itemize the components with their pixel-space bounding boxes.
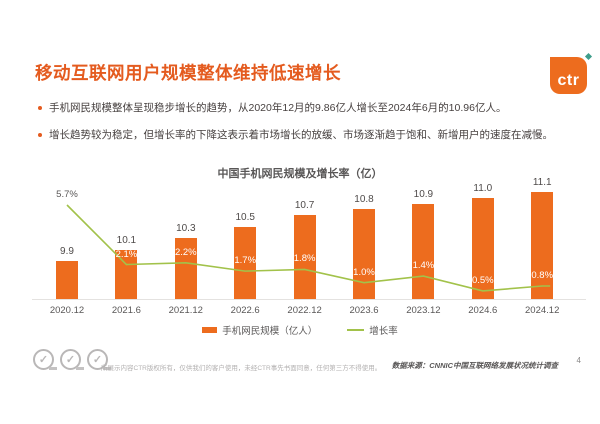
bar-value-label: 10.7 bbox=[294, 200, 315, 212]
bar bbox=[531, 192, 554, 299]
growth-value-label: 1.0% bbox=[353, 266, 375, 278]
bar-value-label: 10.9 bbox=[413, 188, 434, 200]
bar-value-label: 10.5 bbox=[235, 211, 255, 223]
line-series-swatch-icon bbox=[347, 329, 365, 331]
bullet-text: 增长趋势较为稳定，但增长率的下降这表示着市场增长的放缓、市场逐渐趋于饱和、新增用… bbox=[49, 128, 553, 141]
growth-value-label: 1.8% bbox=[293, 253, 316, 265]
legend-item-line-series: 增长率 bbox=[347, 323, 398, 337]
chart-plot-area: 9.9 2020.12 10.1 2021.6 10.3 2021.12 10.5 2022.… bbox=[30, 177, 586, 316]
certification-badge-icon: ✓ bbox=[87, 349, 111, 370]
bullet-item: 增长趋势较为稳定，但增长率的下降这表示着市场增长的放缓、市场逐渐趋于饱和、新增用… bbox=[38, 129, 578, 142]
bar-value-label: 11.0 bbox=[473, 182, 493, 194]
bar-value-label: 10.3 bbox=[176, 223, 196, 235]
x-axis-label: 2024.12 bbox=[525, 305, 560, 316]
growth-value-label: 0.8% bbox=[531, 269, 554, 281]
growth-value-label: 5.7% bbox=[56, 189, 78, 200]
page-number: 4 bbox=[576, 356, 581, 365]
bar-value-label: 10.1 bbox=[116, 234, 137, 246]
legend-item-bar-series: 手机网民规模（亿人） bbox=[202, 323, 317, 337]
bar bbox=[353, 209, 375, 299]
ctr-logo: ctr bbox=[550, 52, 593, 94]
growth-value-label: 0.5% bbox=[471, 274, 494, 286]
chart-legend: 手机网民规模（亿人） 增长率 bbox=[0, 323, 600, 337]
legend-label: 增长率 bbox=[369, 326, 398, 337]
page-title: 移动互联网用户规模整体维持低速增长 bbox=[35, 63, 341, 83]
x-axis-label: 2022.12 bbox=[287, 305, 322, 316]
legend-label: 手机网民规模（亿人） bbox=[222, 326, 318, 337]
certification-badge-icon: ✓ bbox=[33, 349, 57, 370]
bullet-dot-icon bbox=[38, 106, 42, 110]
bar bbox=[56, 261, 78, 299]
bar-value-label: 10.8 bbox=[354, 194, 374, 206]
x-axis-label: 2021.12 bbox=[168, 305, 203, 316]
bar-value-label: 11.1 bbox=[532, 177, 552, 189]
x-axis-label: 2023.6 bbox=[349, 305, 379, 316]
ctr-logo-box: ctr bbox=[550, 57, 587, 94]
footer-certification-logos: ✓ ✓ ✓ bbox=[33, 349, 111, 370]
bullet-dot-icon bbox=[38, 132, 42, 137]
x-axis-label: 2022.6 bbox=[230, 305, 260, 316]
bullet-text: 手机网民规模整体呈现稳步增长的趋势，从2020年12月的9.86亿人增长至202… bbox=[49, 102, 507, 114]
growth-value-label: 1.7% bbox=[234, 255, 257, 267]
ctr-logo-trademark-dot bbox=[584, 52, 593, 61]
bar-series-swatch-icon bbox=[202, 327, 218, 333]
bar-value-label: 9.9 bbox=[60, 246, 74, 258]
ctr-logo-text: ctr bbox=[557, 72, 580, 89]
bar bbox=[412, 203, 435, 299]
growth-value-label: 1.4% bbox=[412, 260, 435, 272]
chart-title: 中国手机网民规模及增长率（亿） bbox=[217, 168, 383, 180]
bullet-list: 手机网民规模整体呈现稳步增长的趋势，从2020年12月的9.86亿人增长至202… bbox=[38, 102, 578, 155]
bullet-item: 手机网民规模整体呈现稳步增长的趋势，从2020年12月的9.86亿人增长至202… bbox=[38, 102, 578, 115]
x-axis-label: 2023.12 bbox=[406, 305, 441, 316]
x-axis-label: 2024.6 bbox=[468, 305, 498, 316]
x-axis-line bbox=[32, 299, 586, 300]
data-source-note: 数据来源：CNNIC中国互联网络发展状况统计调查 bbox=[391, 361, 558, 370]
x-axis-label: 2020.12 bbox=[49, 305, 85, 316]
growth-value-label: 2.1% bbox=[115, 248, 138, 260]
certification-badge-icon: ✓ bbox=[60, 349, 84, 370]
copyright-disclaimer: 所展示内容CTR版权所有，仅供我们的客户使用，未经CTR事先书面同意，任何第三方… bbox=[101, 365, 382, 372]
x-axis-label: 2021.6 bbox=[111, 305, 141, 316]
growth-value-label: 2.2% bbox=[174, 246, 197, 258]
